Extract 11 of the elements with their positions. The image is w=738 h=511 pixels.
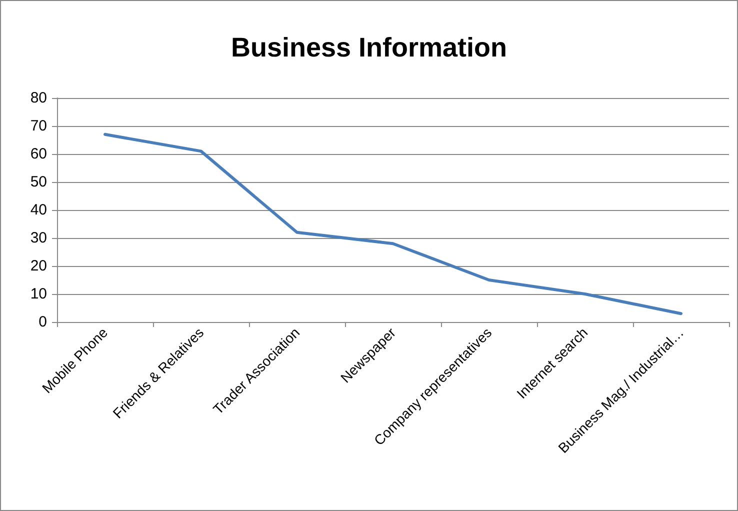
y-tick-label: 80 xyxy=(30,90,47,106)
y-tick-label: 70 xyxy=(30,118,47,134)
y-tick-label: 20 xyxy=(30,258,47,274)
line-series xyxy=(104,132,682,316)
y-tick-label: 50 xyxy=(30,174,47,190)
y-tick-label: 40 xyxy=(30,202,47,218)
chart-title: Business Information xyxy=(230,32,508,62)
y-tick-label: 60 xyxy=(30,146,47,162)
y-tick-label: 10 xyxy=(30,286,47,302)
y-tick-label: 0 xyxy=(38,314,47,330)
y-tick-label: 30 xyxy=(30,230,47,246)
